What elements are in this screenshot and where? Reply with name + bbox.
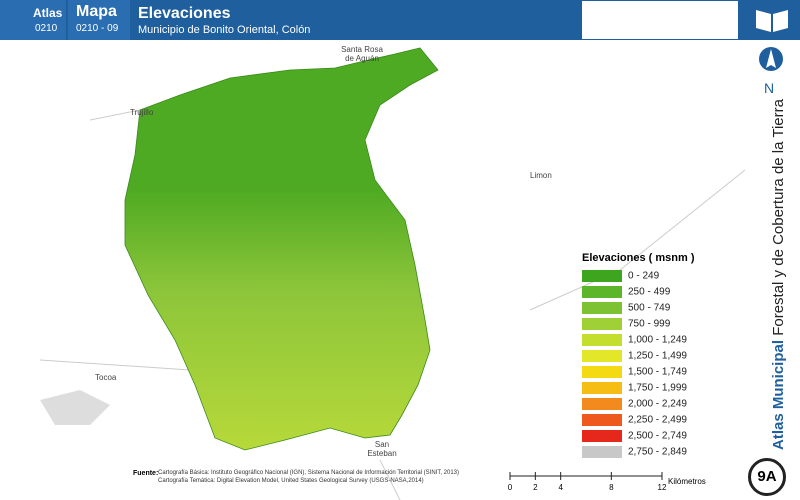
atlas-box [0,0,66,40]
legend-swatch [582,350,622,362]
scale-tick-label: 2 [533,483,538,492]
legend-swatch [582,446,622,458]
side-title-bold: Atlas Municipal [770,339,787,450]
logos [582,1,738,39]
legend-label: 2,500 - 2,749 [628,430,687,442]
map [39,47,745,500]
place-label: San Esteban [367,440,397,458]
atlas-label: Atlas [33,6,63,20]
place-label: Trujillo [130,108,154,117]
legend-label: 2,000 - 2,249 [628,398,687,410]
map-code: 0210 - 09 [76,23,119,34]
scale-unit: Kilómetros [668,477,706,486]
north-arrow [759,47,783,71]
source-label: Fuente: [133,470,159,477]
legend-label: 0 - 249 [628,270,660,282]
legend-swatch [582,398,622,410]
subtitle: Municipio de Bonito Oriental, Colón [138,24,311,36]
place-label: Santa Rosa de Aguán [341,45,383,63]
source-line: Cartografía Básica: Instituto Geográfico… [158,470,460,476]
badge: 9A [748,458,786,496]
legend-swatch [582,270,622,282]
north-label: N [764,80,775,96]
municipality [124,47,439,451]
scale-tick-label: 8 [609,483,614,492]
legend-swatch [582,430,622,442]
legend-title: Elevaciones ( msnm ) [582,252,695,264]
scale-tick-label: 12 [658,483,667,492]
legend-swatch [582,414,622,426]
legend-item: 1,250 - 1,499 [582,350,687,364]
legend-item: 500 - 749 [582,302,670,316]
legend-swatch [582,334,622,346]
legend-item: 250 - 499 [582,286,670,300]
legend-item: 2,500 - 2,749 [582,430,687,444]
legend-label: 1,250 - 1,499 [628,350,687,362]
place-label: Tocoa [95,373,117,382]
legend-item: 1,750 - 1,999 [582,382,687,396]
legend-label: 250 - 499 [628,286,671,298]
legend-swatch [582,286,622,298]
legend-item: 0 - 249 [582,270,659,284]
legend-item: 2,750 - 2,849 [582,446,687,460]
legend-label: 750 - 999 [628,318,671,330]
legend-label: 1,500 - 1,749 [628,366,687,378]
legend-item: 1,500 - 1,749 [582,366,687,380]
place-label: Limon [530,171,552,180]
legend-item: 2,000 - 2,249 [582,398,687,412]
atlas-code: 0210 [35,23,58,34]
legend-label: 2,250 - 2,499 [628,414,687,426]
legend-item: 750 - 999 [582,318,670,332]
legend-label: 1,000 - 1,249 [628,334,687,346]
legend-swatch [582,366,622,378]
legend-swatch [582,302,622,314]
book-icon [756,10,788,32]
locator-map [40,390,110,425]
scale-tick-label: 4 [558,483,563,492]
source-line: Cartografía Temática: Digital Elevation … [158,478,424,484]
legend-label: 500 - 749 [628,302,671,314]
legend-swatch [582,318,622,330]
legend-item: 2,250 - 2,499 [582,414,687,428]
map-label: Mapa [76,3,117,20]
title: Elevaciones [138,5,231,22]
side-title-rest: Forestal y de Cobertura de la Tierra [770,99,787,336]
map-box [68,0,130,40]
legend-swatch [582,382,622,394]
legend-item: 1,000 - 1,249 [582,334,687,348]
legend-label: 2,750 - 2,849 [628,446,687,458]
scale-tick-label: 0 [508,483,513,492]
legend-label: 1,750 - 1,999 [628,382,687,394]
